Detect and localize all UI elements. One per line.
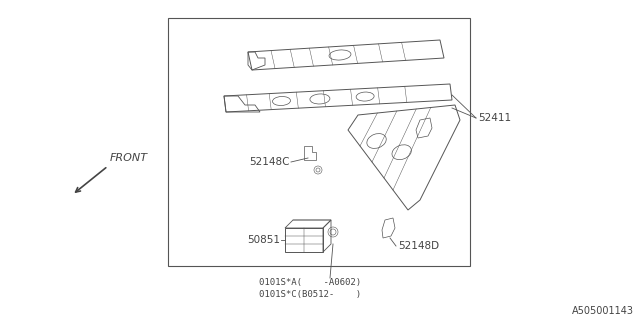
Text: FRONT: FRONT xyxy=(110,153,148,163)
Text: A505001143: A505001143 xyxy=(572,306,634,316)
Text: 50851: 50851 xyxy=(247,235,280,245)
Text: 52411: 52411 xyxy=(478,113,511,123)
Text: 0101S*C(B0512-    ): 0101S*C(B0512- ) xyxy=(259,290,361,299)
Bar xyxy=(168,18,470,266)
Text: 0101S*A(    -A0602): 0101S*A( -A0602) xyxy=(259,278,361,287)
Text: 52148D: 52148D xyxy=(398,241,439,251)
Text: 52148C: 52148C xyxy=(250,157,290,167)
